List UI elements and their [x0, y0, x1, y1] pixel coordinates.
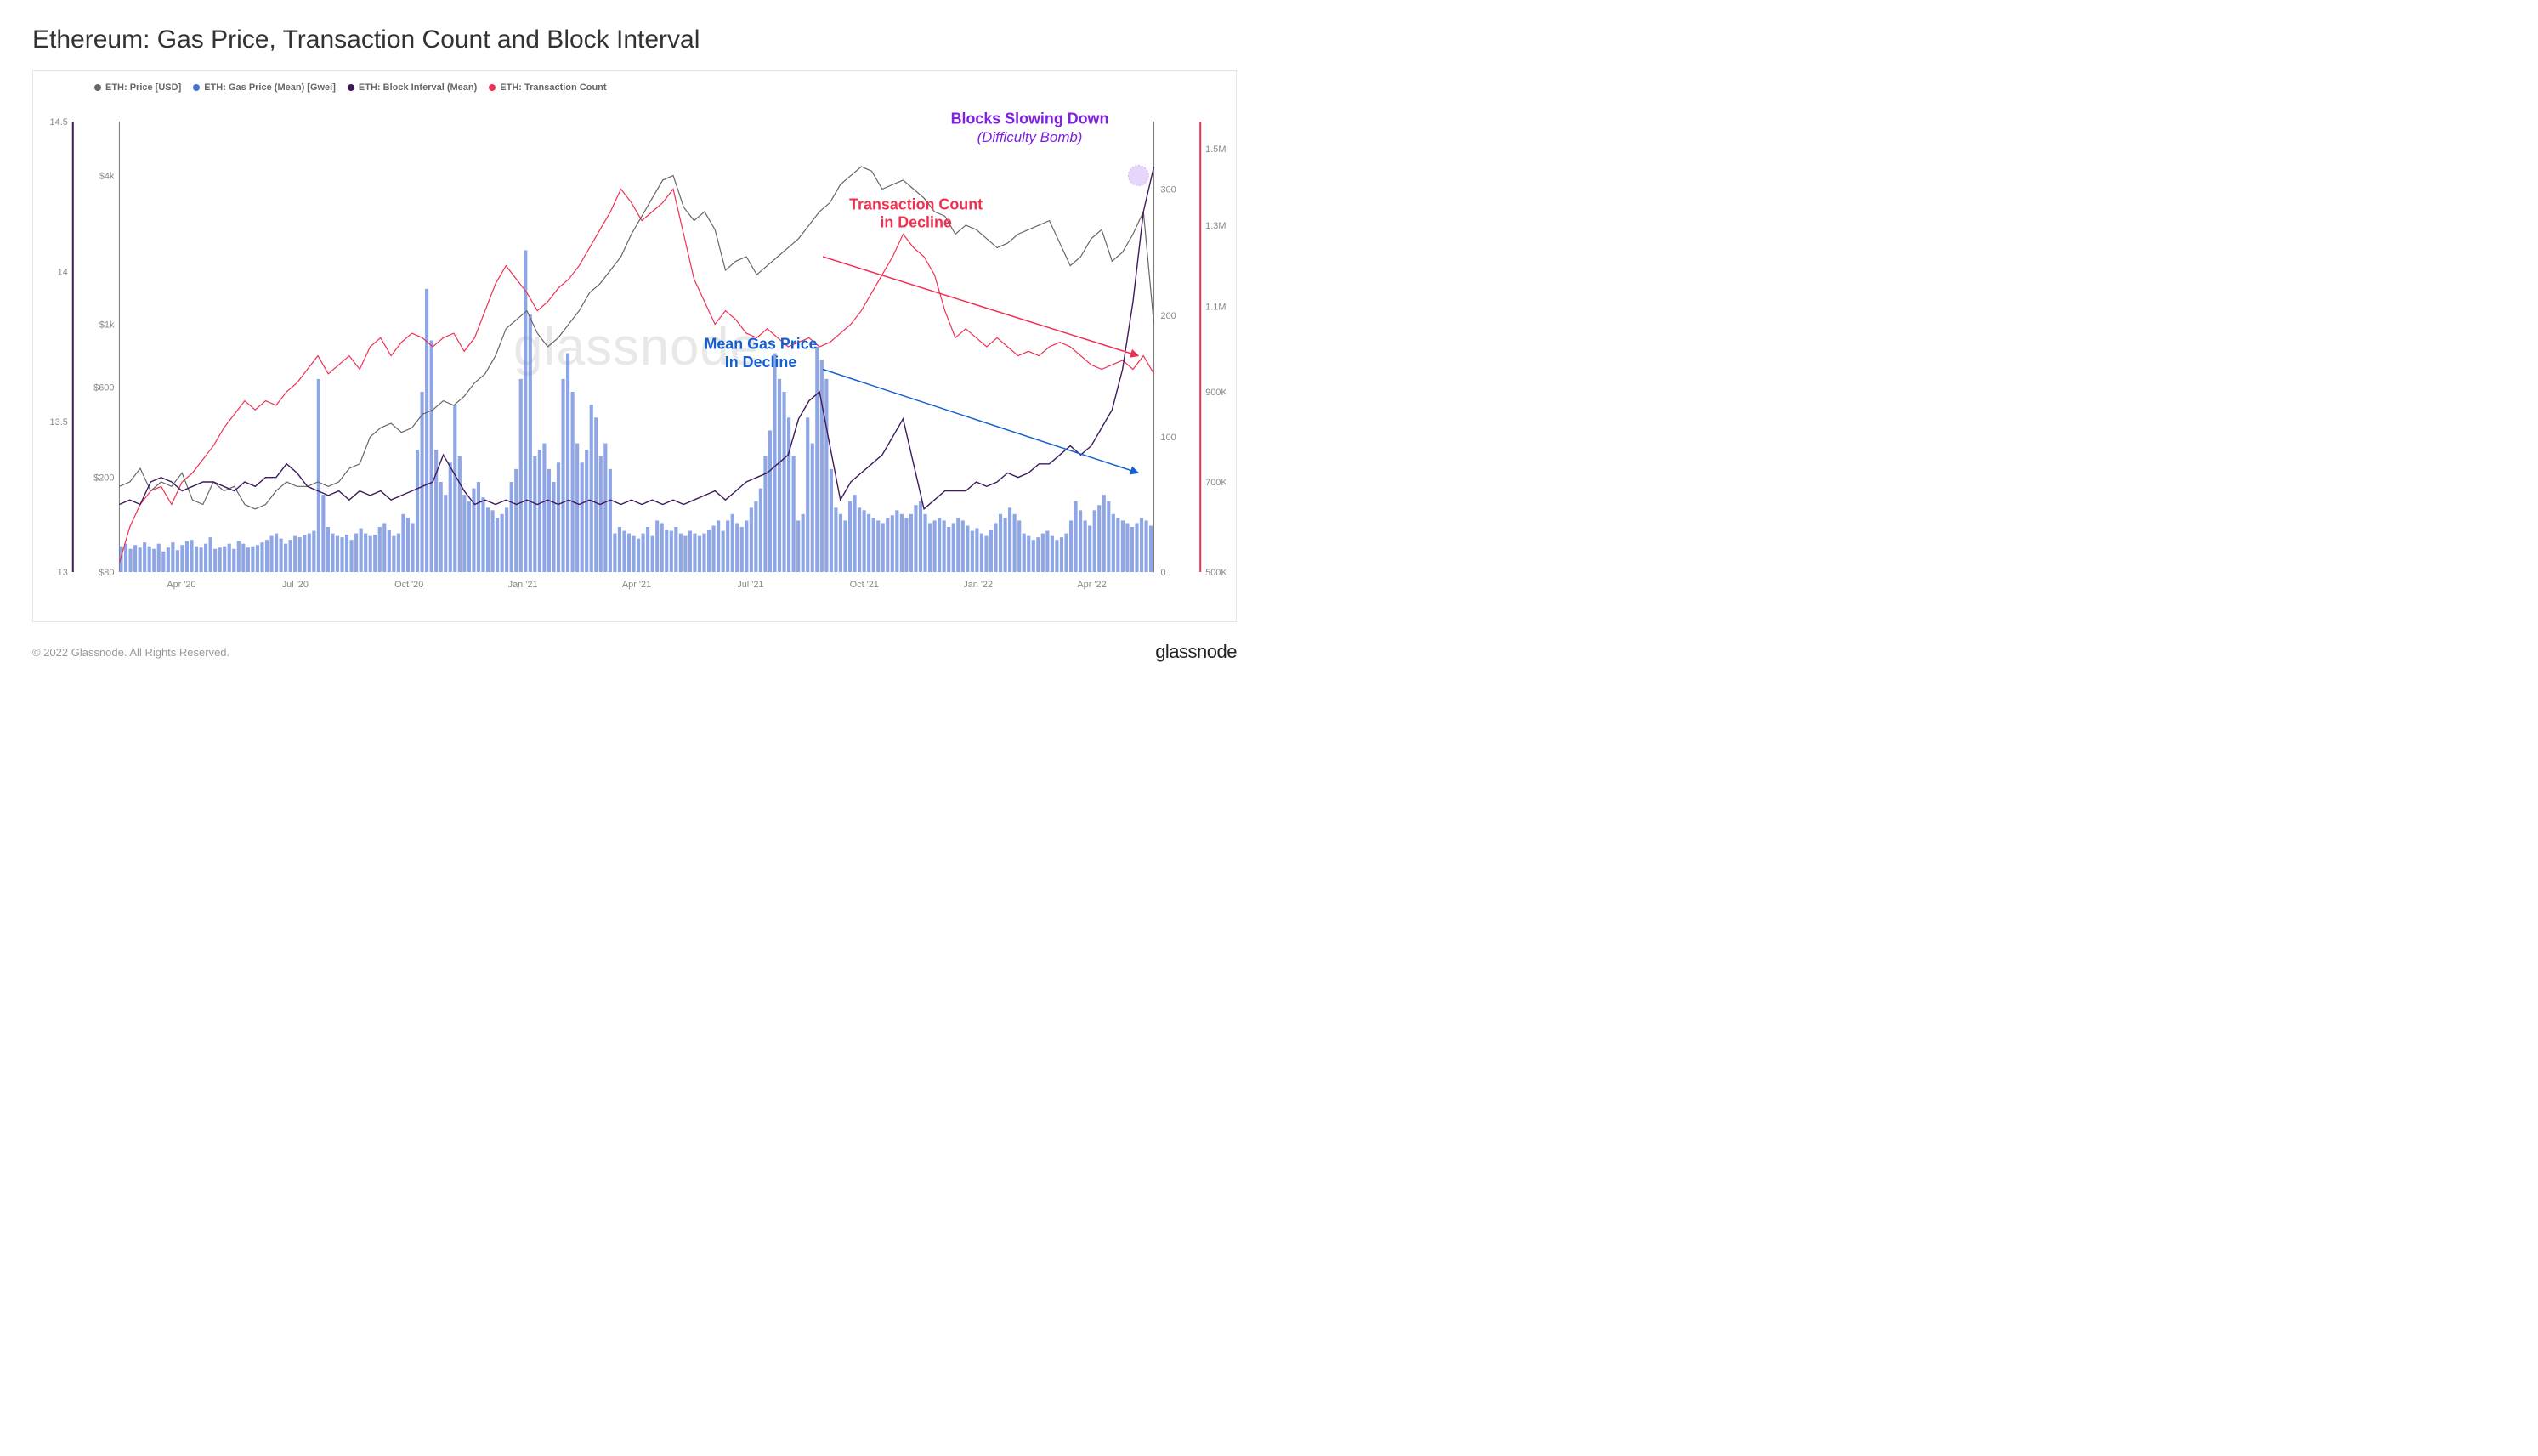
- brand-logo: glassnode: [1155, 641, 1237, 663]
- svg-text:13.5: 13.5: [50, 417, 68, 428]
- svg-text:Jan '21: Jan '21: [508, 580, 538, 590]
- svg-text:100: 100: [1160, 433, 1176, 443]
- svg-text:$80: $80: [99, 568, 114, 578]
- svg-text:700K: 700K: [1205, 478, 1226, 488]
- chart-container: ETH: Price [USD] ETH: Gas Price (Mean) [G…: [32, 70, 1237, 622]
- svg-text:13: 13: [58, 568, 68, 578]
- footer: © 2022 Glassnode. All Rights Reserved. g…: [32, 641, 1237, 663]
- svg-text:$600: $600: [93, 383, 114, 394]
- legend-item: ETH: Price [USD]: [94, 82, 181, 93]
- chart-plot: glassnode1313.51414.5$80$200$600$1k$4k01…: [43, 96, 1226, 615]
- svg-text:Mean Gas Price: Mean Gas Price: [704, 336, 817, 353]
- svg-text:$1k: $1k: [99, 320, 115, 330]
- svg-text:Jul '20: Jul '20: [282, 580, 309, 590]
- svg-text:Apr '21: Apr '21: [622, 580, 651, 590]
- svg-text:Oct '21: Oct '21: [850, 580, 879, 590]
- copyright-text: © 2022 Glassnode. All Rights Reserved.: [32, 646, 229, 659]
- svg-text:500K: 500K: [1205, 568, 1226, 578]
- svg-text:Oct '20: Oct '20: [394, 580, 423, 590]
- legend-item: ETH: Gas Price (Mean) [Gwei]: [193, 82, 336, 93]
- svg-text:Blocks Slowing Down: Blocks Slowing Down: [951, 110, 1109, 127]
- legend-item: ETH: Block Interval (Mean): [348, 82, 477, 93]
- svg-text:0: 0: [1160, 568, 1165, 578]
- svg-text:Transaction Count: Transaction Count: [849, 195, 983, 212]
- svg-text:Jan '22: Jan '22: [963, 580, 993, 590]
- svg-text:In Decline: In Decline: [725, 354, 796, 371]
- svg-text:Jul '21: Jul '21: [737, 580, 763, 590]
- svg-text:900K: 900K: [1205, 388, 1226, 398]
- svg-text:14.5: 14.5: [50, 117, 68, 127]
- svg-text:1.1M: 1.1M: [1205, 302, 1226, 312]
- svg-text:14: 14: [58, 267, 68, 277]
- svg-text:$200: $200: [93, 473, 114, 484]
- svg-text:300: 300: [1160, 184, 1176, 195]
- chart-title: Ethereum: Gas Price, Transaction Count a…: [32, 25, 1237, 54]
- legend-item: ETH: Transaction Count: [489, 82, 606, 93]
- svg-text:Apr '22: Apr '22: [1077, 580, 1106, 590]
- svg-text:$4k: $4k: [99, 172, 115, 182]
- svg-text:in Decline: in Decline: [880, 213, 951, 230]
- svg-text:Apr '20: Apr '20: [167, 580, 195, 590]
- svg-text:200: 200: [1160, 311, 1176, 321]
- svg-text:1.5M: 1.5M: [1205, 144, 1226, 155]
- svg-text:(Difficulty Bomb): (Difficulty Bomb): [977, 129, 1083, 145]
- legend: ETH: Price [USD] ETH: Gas Price (Mean) [G…: [43, 79, 1226, 96]
- svg-text:1.3M: 1.3M: [1205, 221, 1226, 231]
